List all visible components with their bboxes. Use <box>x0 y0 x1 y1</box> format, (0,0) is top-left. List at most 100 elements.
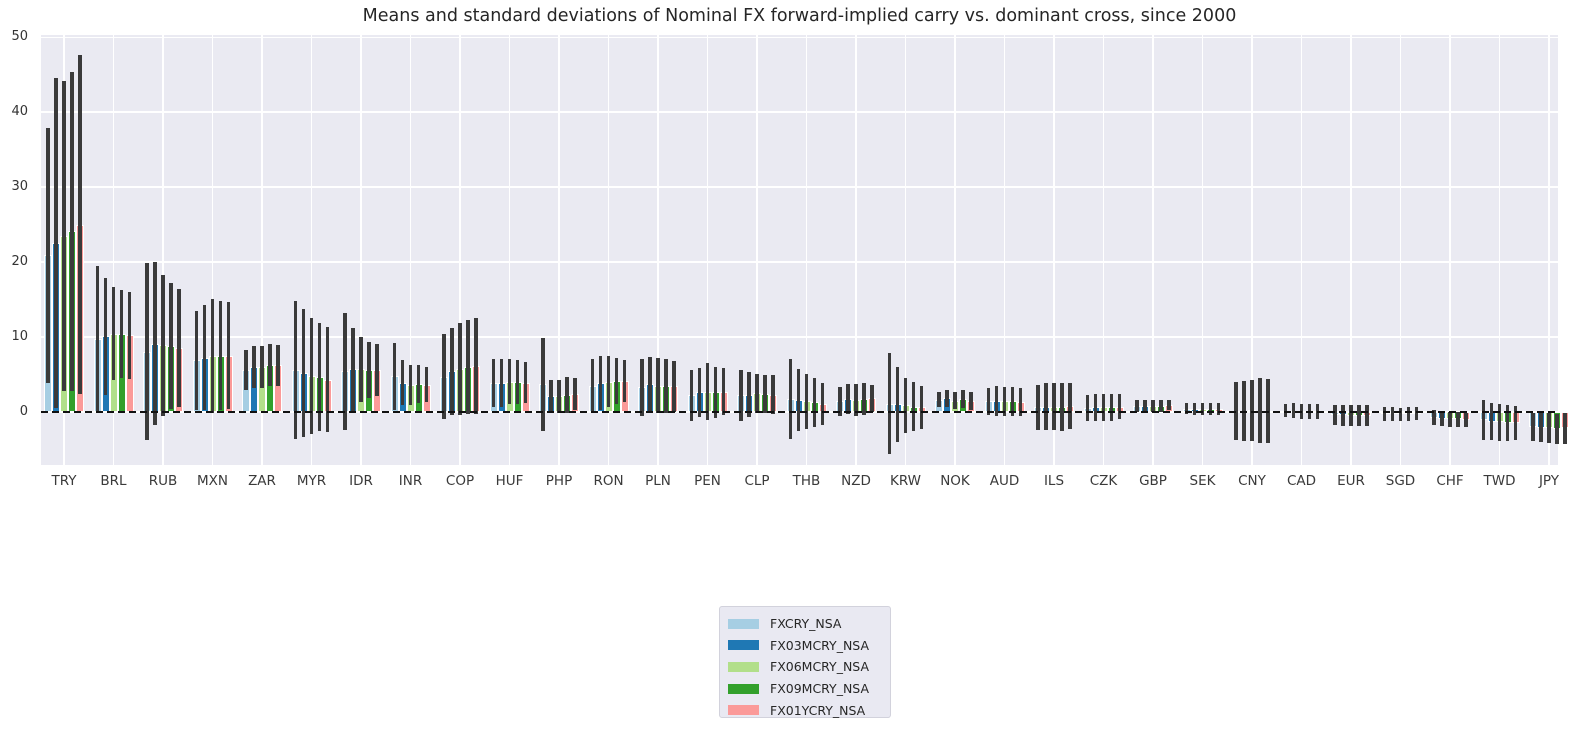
legend-entry-FX09MCRY_NSA: FX09MCRY_NSA <box>728 678 882 700</box>
errorbar-AUD-FX06MCRY_NSA <box>1002 387 1007 416</box>
errorbar-SGD-FX03MCRY_NSA <box>1390 407 1395 421</box>
errorbar-THB-FX03MCRY_NSA <box>796 369 801 431</box>
errorbar-INR-FX06MCRY_NSA <box>408 364 413 406</box>
errorbar-CNY-FX09MCRY_NSA <box>1258 378 1262 443</box>
errorbar-CNY-FX06MCRY_NSA <box>1250 379 1254 442</box>
plot-area <box>41 35 1569 465</box>
errorbar-AUD-FXCRY_NSA <box>986 387 991 415</box>
x-tick-label-EUR: EUR <box>1337 473 1365 489</box>
errorbar-BRL-FX01YCRY_NSA <box>127 291 132 379</box>
x-tick-label-THB: THB <box>792 473 821 489</box>
legend-swatch-FX03MCRY_NSA <box>728 640 759 651</box>
errorbar-CLP-FX03MCRY_NSA <box>747 372 751 418</box>
h-gridline-30 <box>41 186 1558 188</box>
v-gridline-RUB <box>162 35 164 465</box>
errorbar-COP-FXCRY_NSA <box>442 333 446 420</box>
errorbar-HUF-FXCRY_NSA <box>491 358 496 407</box>
errorbar-CHF-FX06MCRY_NSA <box>1448 411 1452 427</box>
errorbar-GBP-FXCRY_NSA <box>1135 400 1139 413</box>
x-tick-label-INR: INR <box>398 473 423 489</box>
errorbar-ILS-FX06MCRY_NSA <box>1052 383 1056 430</box>
legend-label-FX09MCRY_NSA: FX09MCRY_NSA <box>770 681 870 697</box>
errorbar-MYR-FX09MCRY_NSA <box>317 323 322 432</box>
legend-swatch-FX09MCRY_NSA <box>728 683 759 694</box>
errorbar-BRL-FXCRY_NSA <box>95 265 100 413</box>
legend-entry-FXCRY_NSA: FXCRY_NSA <box>728 613 882 635</box>
y-tick-label-50: 50 <box>11 29 28 45</box>
errorbar-MYR-FX03MCRY_NSA <box>301 309 306 437</box>
v-gridline-CNY <box>1251 35 1253 465</box>
errorbar-PLN-FX06MCRY_NSA <box>656 357 660 414</box>
x-tick-label-CAD: CAD <box>1286 473 1317 489</box>
errorbar-CLP-FXCRY_NSA <box>739 369 743 421</box>
errorbar-PEN-FXCRY_NSA <box>689 369 694 421</box>
errorbar-INR-FX03MCRY_NSA <box>400 360 405 406</box>
errorbar-NOK-FX01YCRY_NSA <box>969 392 973 411</box>
x-tick-label-PEN: PEN <box>694 473 721 489</box>
x-tick-label-CHF: CHF <box>1436 473 1464 489</box>
errorbar-ILS-FX01YCRY_NSA <box>1068 382 1072 430</box>
errorbar-IDR-FXCRY_NSA <box>343 312 347 430</box>
x-tick-label-CNY: CNY <box>1238 473 1266 489</box>
errorbar-ILS-FX09MCRY_NSA <box>1060 382 1064 431</box>
errorbar-TRY-FX01YCRY_NSA <box>78 55 82 394</box>
errorbar-CLP-FX09MCRY_NSA <box>763 374 767 413</box>
v-gridline-CAD <box>1300 35 1303 465</box>
chart-title: Means and standard deviations of Nominal… <box>362 6 1237 26</box>
x-tick-label-TRY: TRY <box>51 473 77 489</box>
legend: FXCRY_NSA FX03MCRY_NSA FX06MCRY_NSA FX09MCR… <box>719 606 891 718</box>
errorbar-TWD-FX03MCRY_NSA <box>1489 402 1494 441</box>
errorbar-AUD-FX03MCRY_NSA <box>994 386 999 416</box>
legend-entry-FX03MCRY_NSA: FX03MCRY_NSA <box>728 635 882 657</box>
legend-label-FX03MCRY_NSA: FX03MCRY_NSA <box>770 637 870 653</box>
errorbar-MYR-FXCRY_NSA <box>293 300 298 439</box>
errorbar-BRL-FX03MCRY_NSA <box>103 277 108 395</box>
legend-label-FXCRY_NSA: FXCRY_NSA <box>770 616 842 632</box>
errorbar-NZD-FX01YCRY_NSA <box>870 384 874 412</box>
errorbar-ZAR-FX03MCRY_NSA <box>252 345 256 388</box>
errorbar-NOK-FX06MCRY_NSA <box>953 392 957 409</box>
errorbar-CLP-FX01YCRY_NSA <box>771 375 775 415</box>
errorbar-RON-FX09MCRY_NSA <box>614 357 619 405</box>
legend-entry-FX06MCRY_NSA: FX06MCRY_NSA <box>728 656 882 678</box>
errorbar-CHF-FX03MCRY_NSA <box>1440 411 1444 427</box>
v-gridline-BRL <box>112 35 115 465</box>
x-tick-label-HUF: HUF <box>495 473 524 489</box>
h-gridline-10 <box>41 336 1558 338</box>
x-tick-label-TWD: TWD <box>1483 473 1516 489</box>
v-gridline-MYR <box>310 35 313 465</box>
errorbar-PEN-FX06MCRY_NSA <box>705 363 710 421</box>
errorbar-MYR-FX01YCRY_NSA <box>325 327 330 433</box>
v-gridline-COP <box>459 35 461 465</box>
errorbar-NOK-FXCRY_NSA <box>937 392 941 408</box>
errorbar-TRY-FX09MCRY_NSA <box>70 71 74 391</box>
zero-reference-line <box>41 411 1558 413</box>
legend-label-FX06MCRY_NSA: FX06MCRY_NSA <box>770 659 870 675</box>
errorbar-MYR-FX06MCRY_NSA <box>309 318 314 434</box>
errorbar-NOK-FX09MCRY_NSA <box>961 390 965 409</box>
errorbar-PLN-FX09MCRY_NSA <box>664 358 668 413</box>
errorbar-PHP-FX06MCRY_NSA <box>557 379 561 413</box>
errorbar-SEK-FX03MCRY_NSA <box>1192 402 1197 415</box>
errorbar-BRL-FX06MCRY_NSA <box>111 287 116 381</box>
errorbar-ZAR-FX09MCRY_NSA <box>268 344 272 387</box>
v-gridline-GBP <box>1152 35 1154 465</box>
errorbar-PHP-FX01YCRY_NSA <box>573 378 577 411</box>
errorbar-HUF-FX03MCRY_NSA <box>499 358 504 407</box>
x-tick-label-ZAR: ZAR <box>248 473 276 489</box>
errorbar-GBP-FX03MCRY_NSA <box>1143 399 1147 412</box>
errorbar-KRW-FXCRY_NSA <box>887 353 892 454</box>
errorbar-CAD-FXCRY_NSA <box>1283 403 1288 418</box>
errorbar-NOK-FX03MCRY_NSA <box>945 390 949 407</box>
errorbar-CZK-FXCRY_NSA <box>1085 395 1090 421</box>
x-tick-label-SEK: SEK <box>1189 473 1216 489</box>
errorbar-AUD-FX09MCRY_NSA <box>1010 387 1015 416</box>
h-gridline-40 <box>41 111 1558 113</box>
y-tick-label-30: 30 <box>11 179 28 195</box>
errorbar-THB-FXCRY_NSA <box>788 358 793 440</box>
errorbar-GBP-FX09MCRY_NSA <box>1159 399 1163 412</box>
errorbar-THB-FX09MCRY_NSA <box>812 377 817 428</box>
v-gridline-TWD <box>1498 35 1501 465</box>
errorbar-SEK-FX01YCRY_NSA <box>1216 402 1221 415</box>
x-tick-label-CZK: CZK <box>1089 473 1118 489</box>
